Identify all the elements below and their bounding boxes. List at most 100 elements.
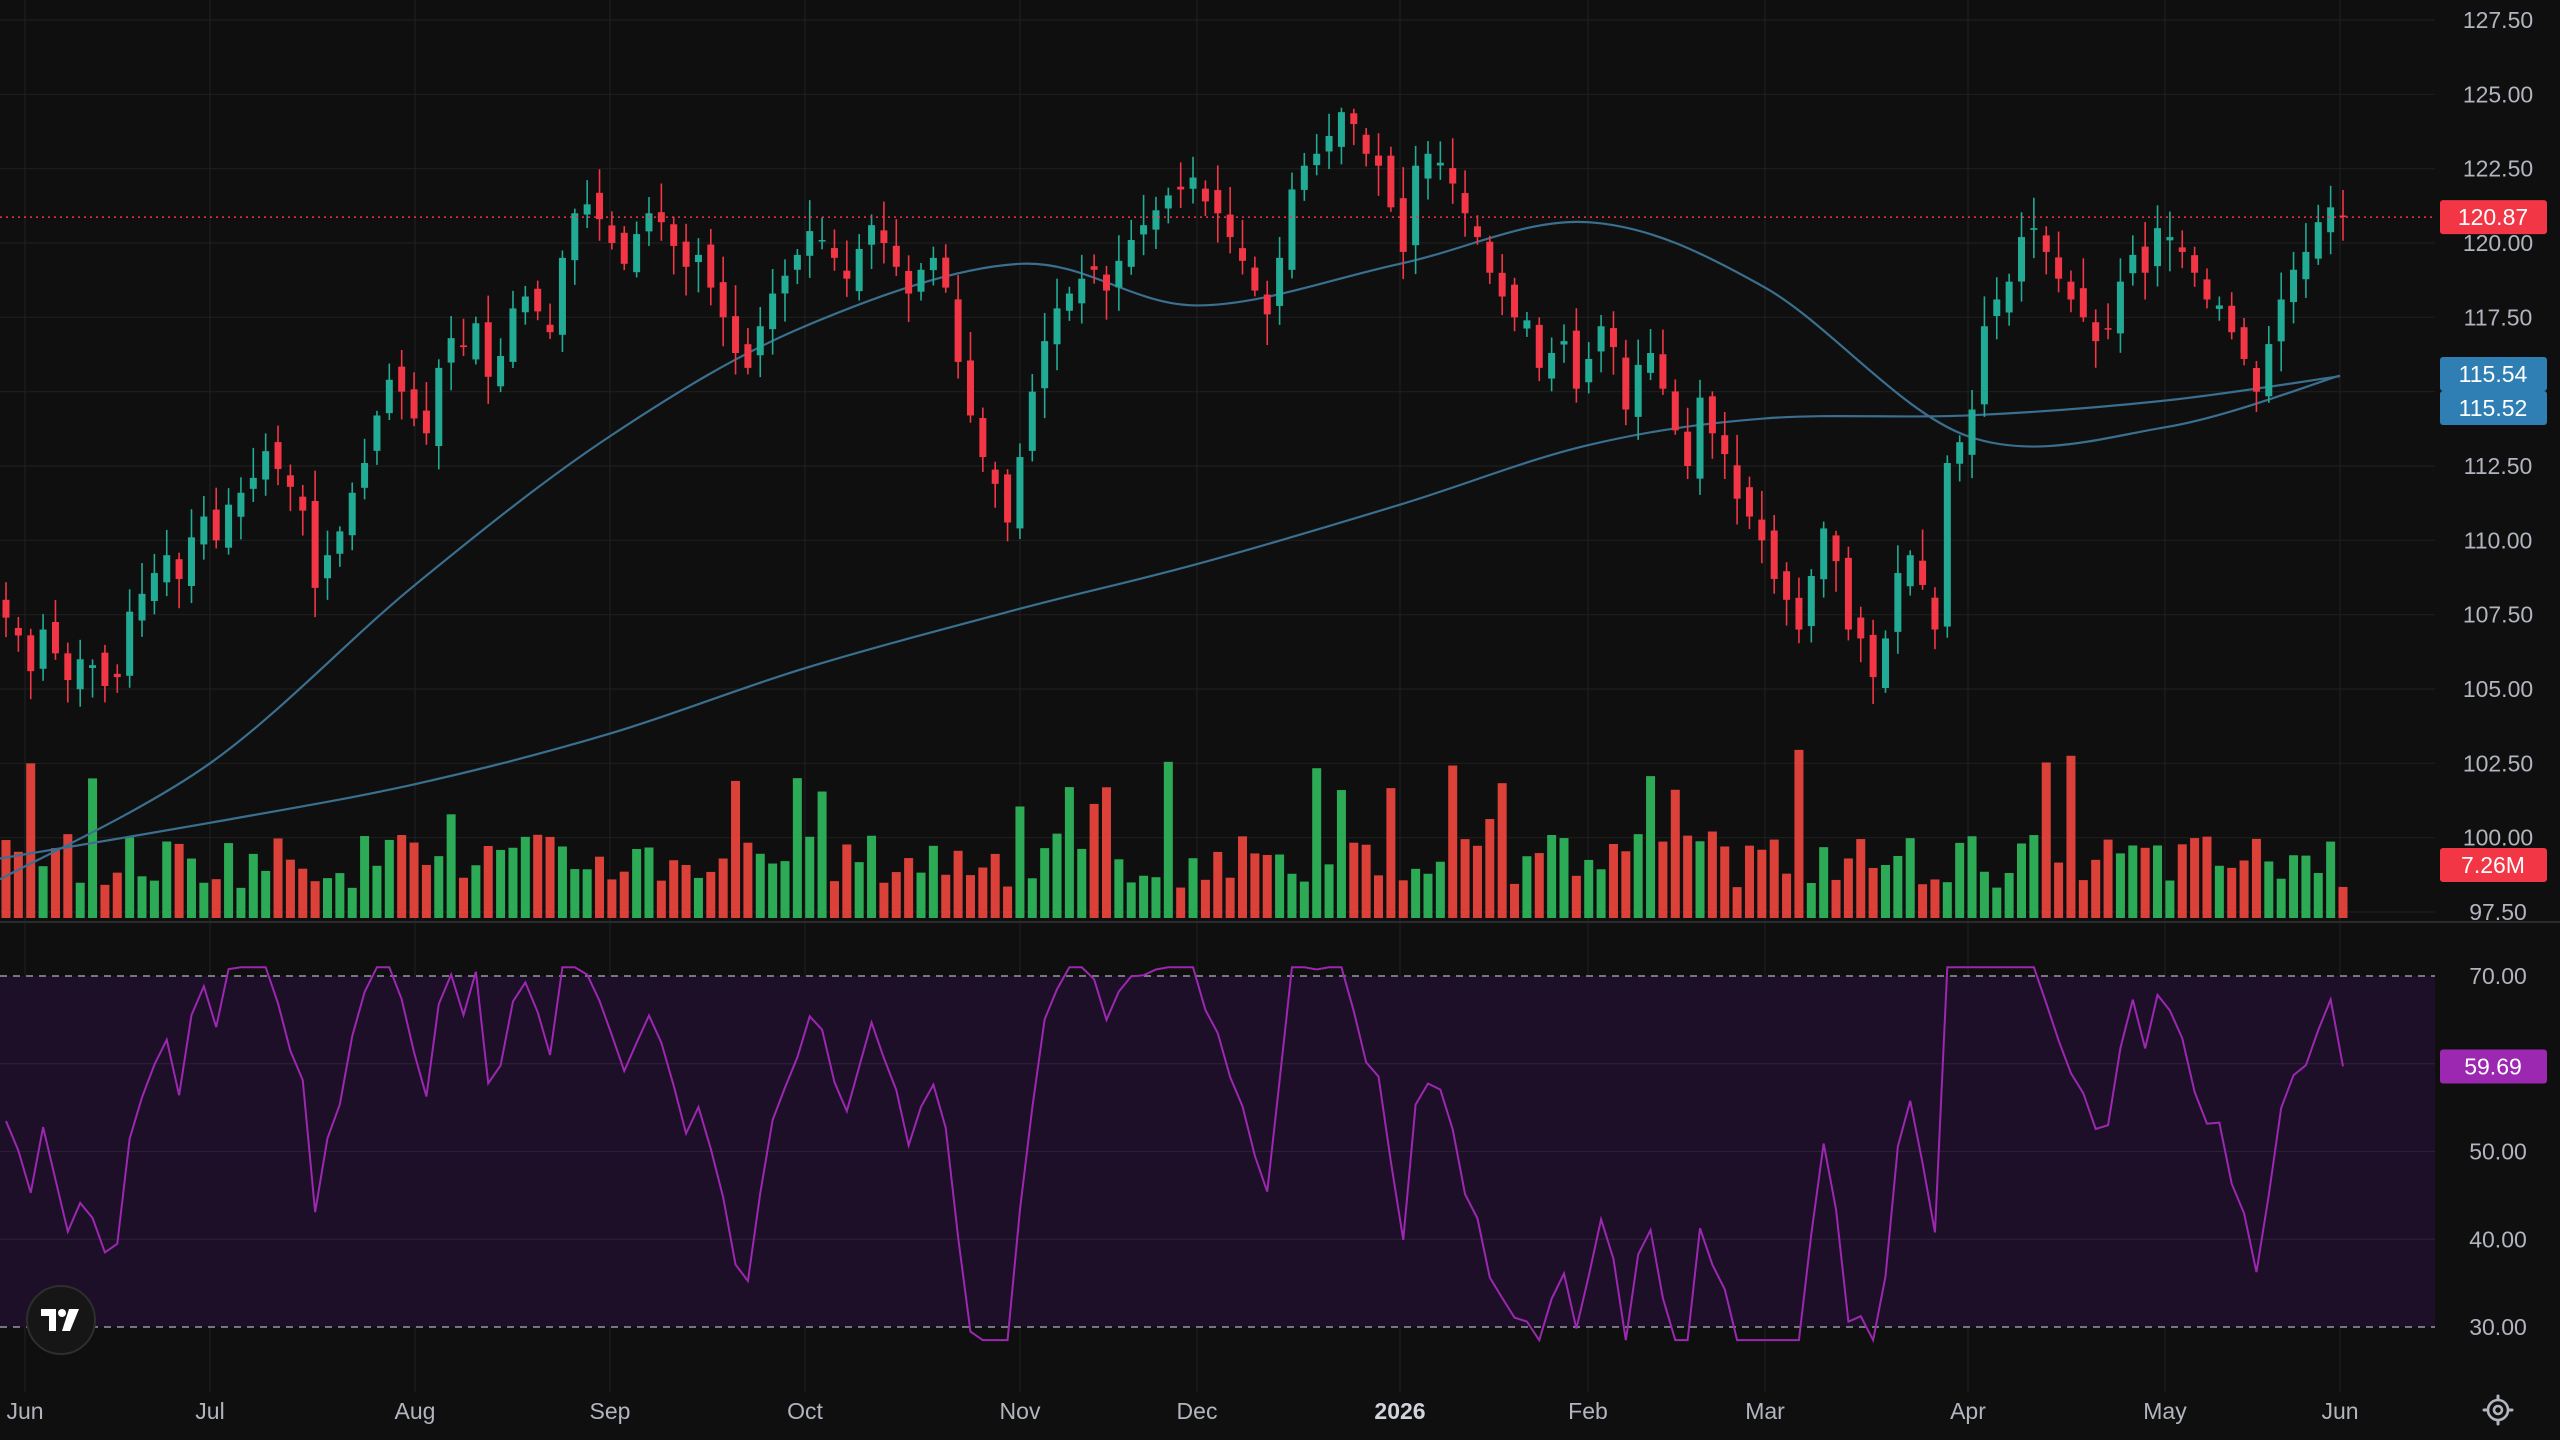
candle-body [2339,215,2347,218]
candle-body [1906,555,1914,587]
volume-bar [50,848,60,918]
candle-body [2042,235,2050,252]
time-axis-label: Oct [787,1398,823,1424]
volume-bar [1262,854,1272,918]
candle-body [39,629,47,669]
volume-bar [990,853,1000,918]
volume-bar [1040,848,1050,918]
ma-fast-tag: 115.54 [2459,361,2528,387]
volume-bar [1435,861,1445,918]
volume-bar [545,836,555,918]
time-axis-label: May [2143,1398,2187,1424]
volume-bar [2227,867,2237,918]
candle-body [398,366,406,392]
price-axis-label: 107.50 [2463,602,2533,628]
volume-bar [1027,878,1037,918]
volume-bar [1744,845,1754,918]
volume-bar [496,849,506,918]
volume-bar [199,882,209,918]
volume-bar [1398,880,1408,918]
volume-bar [706,871,716,918]
volume-bar [1089,803,1099,918]
volume-bar [2017,843,2027,918]
price-axis-label: 105.00 [2463,676,2533,702]
candle-body [175,559,183,579]
settings-button[interactable] [2480,1392,2516,1428]
candle-body [1350,113,1358,125]
candle-body [1152,210,1160,230]
volume-bar [768,863,778,918]
volume-bar [1918,884,1928,918]
candle-body [1164,195,1172,209]
volume-bar [1942,882,1952,918]
volume-bar [1386,788,1396,918]
volume-bar [879,882,889,918]
time-axis-label: Jun [2321,1398,2358,1424]
candle-body [1498,272,1506,297]
volume-bar [88,778,98,918]
volume-bar [1979,871,1989,918]
volume-bar [1658,841,1668,918]
candle-body [1065,293,1073,311]
candle-body [2327,207,2335,233]
candle-body [262,451,270,480]
volume-bar [1806,882,1816,918]
candle-body [633,234,641,273]
volume-bar [533,834,543,918]
candle-body [855,248,863,292]
time-axis-label: Apr [1950,1398,1986,1424]
tradingview-logo[interactable] [26,1285,96,1355]
candle-body [2030,228,2038,230]
volume-bar [1707,831,1717,918]
candle-body [571,213,579,261]
volume-bar [1571,875,1581,918]
volume-bar [100,884,110,918]
candle-body [1115,260,1123,288]
candle-body [1201,188,1209,202]
volume-bar [2190,838,2200,918]
candle-body [2055,257,2063,279]
candle-body [76,659,84,690]
candle-body [1127,240,1135,267]
candle-body [583,204,591,215]
volume-bar [471,865,481,918]
candle-body [892,245,900,267]
volume-bar [508,847,518,918]
volume-bar [1683,835,1693,918]
ma-fast-tag-bg [2440,357,2547,391]
candle-body [1956,442,1964,464]
candle-body [150,573,158,602]
candle-body [1671,391,1679,431]
volume-bar [1819,847,1829,918]
candle-body [1090,266,1098,270]
time-axis-label: Jul [195,1398,224,1424]
volume-bar [904,858,914,918]
volume-bar [1510,883,1520,918]
volume-bar [1633,834,1643,918]
volume-bar [557,846,567,918]
candle-body [843,270,851,279]
candle-body [1931,597,1939,630]
ma-slow-tag: 115.52 [2459,395,2528,421]
candle-body [200,516,208,545]
price-axis-label: 117.50 [2464,304,2533,330]
candle-body [929,257,937,271]
ma-slow-tag-bg [2440,391,2547,425]
candle-body [880,230,888,243]
candle-body [1189,177,1197,189]
candle-body [1375,155,1383,166]
candle-body [744,344,752,368]
candle-body [2079,288,2087,318]
candle-body [620,232,628,264]
candle-body [1535,324,1543,368]
volume-bar [459,877,469,918]
volume-bar [1064,787,1074,918]
candle-body [1016,457,1024,529]
price-axis-label: 122.50 [2463,156,2533,182]
volume-bar [261,870,271,918]
volume-bar [2165,880,2175,918]
candle-body [509,308,517,362]
volume-bar [2128,845,2138,918]
